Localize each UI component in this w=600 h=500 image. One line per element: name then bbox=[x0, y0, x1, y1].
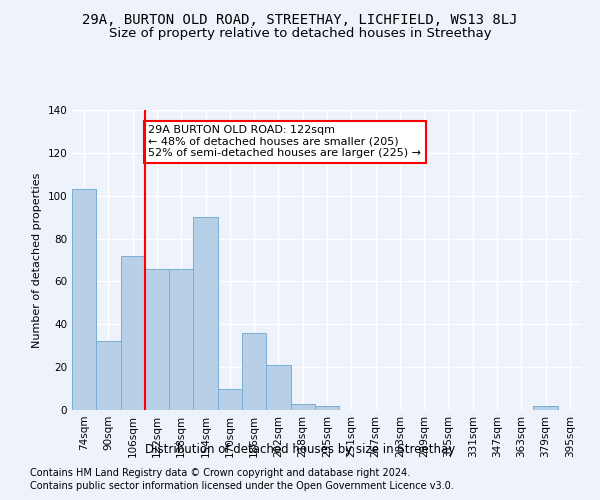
Text: 29A BURTON OLD ROAD: 122sqm
← 48% of detached houses are smaller (205)
52% of se: 29A BURTON OLD ROAD: 122sqm ← 48% of det… bbox=[149, 125, 421, 158]
Text: Size of property relative to detached houses in Streethay: Size of property relative to detached ho… bbox=[109, 28, 491, 40]
Bar bbox=[96, 342, 121, 410]
Text: 29A, BURTON OLD ROAD, STREETHAY, LICHFIELD, WS13 8LJ: 29A, BURTON OLD ROAD, STREETHAY, LICHFIE… bbox=[82, 12, 518, 26]
Bar bbox=[315, 406, 339, 410]
Y-axis label: Number of detached properties: Number of detached properties bbox=[32, 172, 42, 348]
Bar bbox=[145, 268, 169, 410]
Text: Distribution of detached houses by size in Streethay: Distribution of detached houses by size … bbox=[145, 442, 455, 456]
Bar bbox=[72, 190, 96, 410]
Bar bbox=[533, 406, 558, 410]
Bar bbox=[266, 365, 290, 410]
Bar bbox=[193, 217, 218, 410]
Text: Contains HM Land Registry data © Crown copyright and database right 2024.: Contains HM Land Registry data © Crown c… bbox=[30, 468, 410, 477]
Bar bbox=[242, 333, 266, 410]
Bar bbox=[169, 268, 193, 410]
Text: Contains public sector information licensed under the Open Government Licence v3: Contains public sector information licen… bbox=[30, 481, 454, 491]
Bar bbox=[218, 388, 242, 410]
Bar bbox=[121, 256, 145, 410]
Bar bbox=[290, 404, 315, 410]
